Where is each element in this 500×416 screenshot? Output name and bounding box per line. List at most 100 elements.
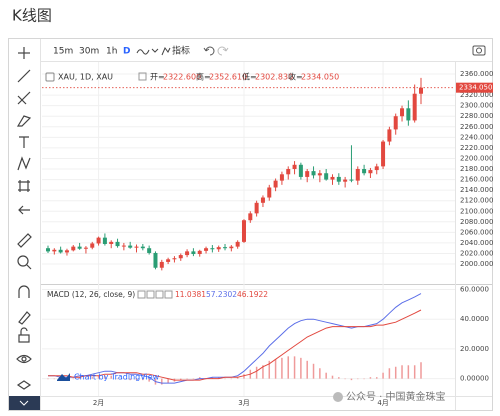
y-tick-label: 2300.000: [460, 102, 493, 110]
lock-draw-tool[interactable]: [18, 311, 31, 325]
magnet-tool[interactable]: [18, 285, 30, 298]
candle-body: [248, 213, 253, 221]
candle-body: [368, 170, 373, 174]
histogram-bar: [312, 363, 315, 379]
histogram-bar: [78, 377, 81, 379]
histogram-bar: [53, 378, 56, 380]
y-tick-label: 2120.000: [460, 197, 493, 205]
indicators-button[interactable]: 指标: [172, 45, 190, 57]
symbol-icon: [45, 72, 55, 82]
histogram-bar: [344, 378, 346, 380]
screenshot-button[interactable]: [472, 45, 486, 56]
trendline-tool[interactable]: [17, 69, 31, 83]
histogram-bar: [293, 356, 296, 379]
candle-body: [273, 180, 278, 188]
histogram-bar: [180, 378, 182, 381]
pattern-tool[interactable]: [17, 156, 31, 171]
ohlc-name: 低=: [242, 72, 257, 82]
candle-body: [279, 174, 284, 181]
chart-type-button[interactable]: [136, 49, 150, 55]
histogram-bar: [142, 378, 144, 381]
candle-body: [254, 202, 259, 214]
last-price-box: [456, 82, 493, 93]
text-tool[interactable]: [19, 136, 29, 148]
tv-logo: [57, 373, 70, 381]
interval-button-active[interactable]: D: [123, 47, 130, 57]
candle-body: [349, 179, 354, 181]
histogram-bar: [382, 372, 384, 379]
candle-body: [172, 258, 177, 260]
top-toolbar: 15m 30m 1h D 指标: [53, 45, 486, 57]
y-tick-label: 2360.000: [460, 70, 493, 78]
wechat-icon: [333, 392, 343, 402]
candle-body: [406, 108, 411, 121]
legend-toggle[interactable]: [138, 72, 147, 81]
histogram-bar: [211, 377, 214, 379]
indicator-control[interactable]: [137, 290, 146, 299]
candle-body: [178, 255, 183, 259]
histogram-bar: [243, 374, 245, 379]
y-tick-label: 2140.000: [460, 186, 493, 194]
candle-body: [260, 197, 265, 203]
interval-button[interactable]: 15m: [53, 47, 73, 57]
histogram-bar: [268, 360, 271, 379]
histogram-bar: [281, 357, 283, 379]
indicator-value: 11.0381: [175, 290, 206, 299]
candle-body: [324, 173, 329, 180]
zoom-tool[interactable]: [17, 255, 32, 270]
histogram-bar: [407, 365, 410, 379]
histogram-bar: [319, 368, 321, 379]
candle-body: [204, 248, 209, 251]
histogram-bar: [274, 359, 277, 379]
y-tick-label: 2060.000: [460, 228, 493, 236]
candle-body: [355, 169, 360, 181]
indicator-control[interactable]: [146, 290, 155, 299]
collapse-button[interactable]: [9, 396, 40, 410]
interval-button[interactable]: 30m: [79, 47, 99, 57]
y-tick-label: 60.0000: [460, 285, 489, 293]
undo-button[interactable]: [203, 46, 215, 56]
candle-body: [115, 241, 120, 247]
histogram-bar: [388, 368, 391, 379]
histogram-bar: [116, 378, 119, 380]
indicator-control[interactable]: [164, 290, 173, 299]
candle-body: [223, 247, 228, 249]
candle-body: [229, 246, 234, 249]
measure-tool[interactable]: [18, 180, 30, 192]
candle-body: [267, 187, 272, 198]
histogram-bar: [357, 378, 359, 380]
candle-body: [298, 164, 303, 177]
candle-body: [191, 251, 196, 255]
candle-body: [147, 248, 152, 253]
x-tick-label: 4月: [377, 399, 388, 407]
ohlc-value: 2334.050: [301, 73, 339, 82]
visibility-tool[interactable]: [16, 354, 32, 364]
candle-body: [185, 251, 190, 256]
back-tool[interactable]: [18, 205, 30, 215]
chart-frame: [8, 38, 493, 411]
lock-tool[interactable]: [18, 327, 30, 343]
histogram-bar: [262, 365, 264, 379]
y-tick-label: 2000.000: [460, 260, 493, 268]
histogram-bar: [47, 378, 49, 380]
histogram-bar: [198, 377, 201, 379]
histogram-bar: [420, 362, 422, 379]
ruler-tool[interactable]: [17, 233, 32, 248]
brush-tool[interactable]: [16, 115, 32, 127]
histogram-bar: [331, 375, 334, 379]
crosshair-tool[interactable]: [18, 47, 30, 59]
y-tick-label: 2200.000: [460, 154, 493, 162]
histogram-bar: [306, 360, 308, 379]
interval-button[interactable]: 1h: [106, 47, 117, 57]
fib-tool[interactable]: [17, 91, 31, 105]
indicator-control[interactable]: [155, 290, 164, 299]
histogram-bar: [300, 357, 302, 379]
redo-button[interactable]: [217, 46, 229, 56]
layers-tool[interactable]: [16, 380, 32, 390]
candle-body: [90, 243, 95, 248]
candle-body: [153, 252, 158, 268]
histogram-bar: [91, 377, 94, 379]
plot-area: 2360.000 2320.000 2300.000 2280.000 2260.000…: [42, 62, 493, 407]
y-tick-label: 40.0000: [460, 315, 489, 323]
